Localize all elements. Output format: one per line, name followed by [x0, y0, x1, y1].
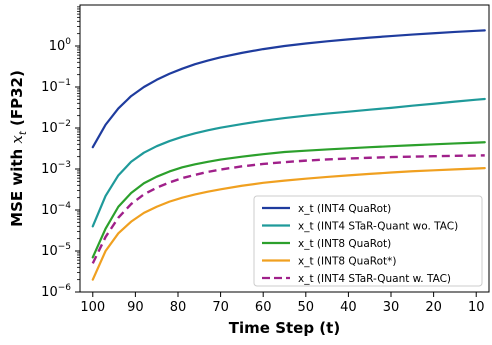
y-tick-exponent: −6 [58, 283, 72, 293]
y-tick-label: 10−1 [41, 78, 71, 95]
y-tick-exponent: −1 [58, 78, 71, 88]
x-tick-label: 100 [80, 300, 105, 315]
y-tick-label: 10−2 [41, 119, 71, 136]
y-tick-base: 10 [41, 162, 58, 177]
y-tick-base: 10 [41, 244, 58, 259]
x-tick-label: 50 [298, 300, 315, 315]
x-tick-label: 20 [425, 300, 442, 315]
legend-label-5: x_t (INT4 STaR-Quant w. TAC) [298, 273, 451, 285]
legend-box [253, 195, 483, 287]
y-axis-title-sub: t [18, 130, 29, 135]
y-axis-title-suffix: (FP32) [8, 70, 26, 131]
y-tick-label: 10−4 [41, 201, 71, 218]
x-tick-label: 40 [340, 300, 357, 315]
x-tick-label: 30 [383, 300, 400, 315]
y-tick-exponent: 0 [65, 37, 71, 47]
y-tick-base: 10 [41, 121, 58, 136]
y-tick-exponent: −2 [58, 119, 71, 129]
series-line-5 [91, 154, 485, 264]
series-line-3 [91, 141, 486, 259]
y-tick-exponent: −5 [58, 242, 71, 252]
y-tick-label: 100 [49, 37, 72, 54]
y-tick-base: 10 [49, 39, 66, 54]
x-tick-label: 60 [255, 300, 272, 315]
y-tick-exponent: −4 [58, 201, 72, 211]
x-tick-label: 70 [212, 300, 229, 315]
x-tick-label: 10 [468, 300, 485, 315]
y-tick-base: 10 [41, 80, 58, 95]
x-axis-title: Time Step (t) [229, 319, 340, 337]
y-tick-label: 10−6 [41, 283, 71, 300]
y-tick-base: 10 [41, 203, 58, 218]
y-axis-title-var: x [8, 135, 26, 144]
y-tick-label: 10−3 [41, 160, 71, 177]
y-axis-title: MSE with xt (FP32) [8, 70, 29, 227]
x-tick-label: 90 [127, 300, 144, 315]
y-axis-title-prefix: MSE with [8, 144, 26, 227]
y-tick-base: 10 [41, 285, 58, 300]
series-line-4 [91, 167, 486, 281]
y-tick-exponent: −3 [58, 160, 71, 170]
legend-label-1: x_t (INT4 QuaRot) [298, 203, 391, 215]
series-line-2 [91, 97, 486, 228]
legend-label-4: x_t (INT8 QuaRot*) [298, 256, 396, 268]
legend-label-2: x_t (INT4 STaR-Quant wo. TAC) [298, 221, 458, 233]
legend-label-3: x_t (INT8 QuaRot) [298, 238, 391, 250]
y-tick-label: 10−5 [41, 242, 71, 259]
x-tick-label: 80 [170, 300, 187, 315]
series-line-1 [91, 29, 486, 149]
legend: x_t (INT4 QuaRot) x_t (INT4 STaR-Quant wo… [253, 195, 483, 287]
